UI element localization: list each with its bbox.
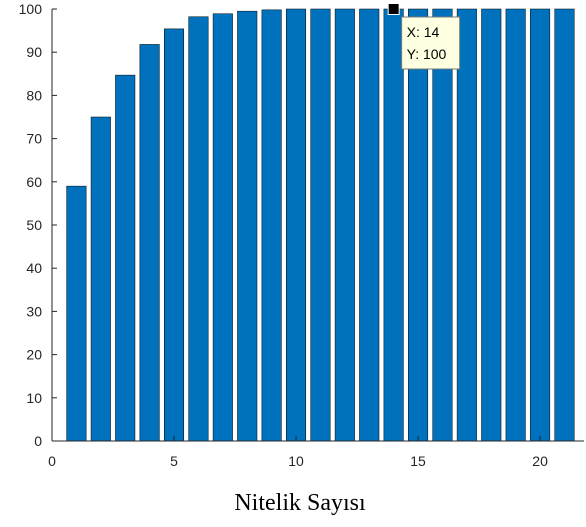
datatip-marker[interactable] bbox=[387, 3, 400, 15]
y-tick-label: 70 bbox=[26, 131, 42, 147]
bar[interactable] bbox=[212, 13, 233, 442]
bar[interactable] bbox=[139, 44, 160, 442]
y-tick-label: 60 bbox=[26, 174, 42, 190]
x-axis-label: Nitelik Sayısı bbox=[234, 490, 366, 516]
datatip[interactable]: X: 14 Y: 100 bbox=[387, 3, 461, 70]
x-tick-label: 20 bbox=[532, 453, 548, 469]
y-ticks-group: 0 10 20 30 40 50 60 70 80 90 100 bbox=[19, 1, 57, 449]
x-tick-label: 10 bbox=[288, 453, 304, 469]
bar[interactable] bbox=[554, 8, 575, 442]
bar[interactable] bbox=[408, 8, 429, 442]
bar[interactable] bbox=[188, 16, 209, 442]
bar[interactable] bbox=[359, 8, 380, 442]
bar[interactable] bbox=[432, 8, 453, 442]
bars-group bbox=[66, 8, 575, 442]
bar[interactable] bbox=[310, 8, 331, 442]
y-tick-label: 50 bbox=[26, 217, 42, 233]
y-tick-label: 30 bbox=[26, 303, 42, 319]
y-tick-label: 0 bbox=[34, 433, 42, 449]
y-tick-label: 90 bbox=[26, 44, 42, 60]
datatip-x-label: X: 14 bbox=[407, 24, 440, 40]
x-ticks-group: 0 5 10 15 20 bbox=[48, 436, 548, 469]
bar[interactable] bbox=[115, 74, 136, 442]
x-tick-label: 0 bbox=[48, 453, 56, 469]
bar[interactable] bbox=[383, 8, 404, 442]
x-tick-label: 15 bbox=[410, 453, 426, 469]
datatip-box bbox=[401, 16, 461, 70]
bar[interactable] bbox=[90, 116, 111, 442]
x-tick-label: 5 bbox=[170, 453, 178, 469]
y-tick-label: 100 bbox=[19, 1, 43, 17]
bar[interactable] bbox=[237, 10, 258, 442]
bar[interactable] bbox=[456, 8, 477, 442]
bar[interactable] bbox=[481, 8, 502, 442]
y-tick-label: 20 bbox=[26, 347, 42, 363]
y-tick-label: 40 bbox=[26, 260, 42, 276]
bar[interactable] bbox=[261, 9, 282, 442]
bar[interactable] bbox=[164, 28, 185, 442]
bar[interactable] bbox=[334, 8, 355, 442]
y-tick-label: 80 bbox=[26, 87, 42, 103]
y-tick-label: 10 bbox=[26, 390, 42, 406]
datatip-y-label: Y: 100 bbox=[407, 46, 447, 62]
bar[interactable] bbox=[286, 8, 307, 442]
bar[interactable] bbox=[505, 8, 526, 442]
bar[interactable] bbox=[530, 8, 551, 442]
bar[interactable] bbox=[66, 185, 87, 442]
